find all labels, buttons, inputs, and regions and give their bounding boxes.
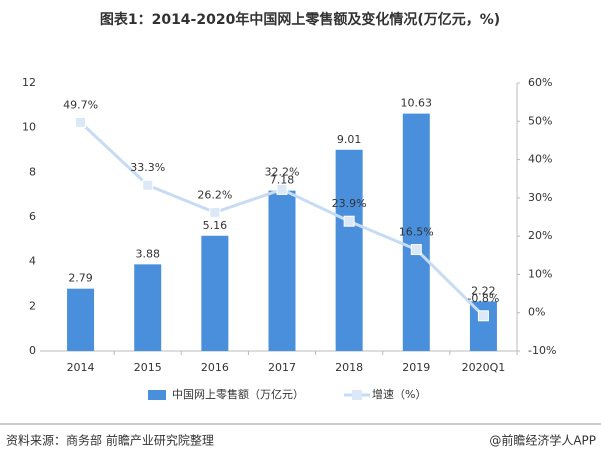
y2-tick-label: 10% [528, 267, 552, 280]
line-value-label: -0.8% [467, 292, 499, 305]
brand: @前瞻经济学人APP [489, 433, 596, 448]
y2-tick-label: 60% [528, 76, 552, 89]
y-tick-label: 10 [22, 121, 36, 134]
x-tick-label: 2014 [67, 361, 95, 374]
x-tick-label: 2017 [268, 361, 296, 374]
y2-tick-label: 40% [528, 153, 552, 166]
y2-tick-label: 0% [528, 306, 545, 319]
bar-value-label: 2.22 [471, 284, 496, 297]
x-tick-label: 2018 [335, 361, 363, 374]
line-value-label: 23.9% [332, 197, 367, 210]
bar [201, 235, 229, 351]
y-tick-label: 12 [22, 76, 36, 89]
bar-value-label: 9.01 [337, 133, 362, 146]
y-tick-label: 8 [29, 165, 36, 178]
bar-value-label: 7.18 [270, 174, 295, 187]
legend-swatch [352, 390, 362, 400]
x-tick-label: 2019 [402, 361, 430, 374]
bar-value-label: 5.16 [203, 219, 228, 232]
y2-tick-label: -10% [528, 344, 556, 357]
line-marker [477, 310, 489, 322]
legend-label: 增速（%） [372, 387, 426, 401]
x-tick-label: 2016 [201, 361, 229, 374]
y-tick-label: 6 [29, 210, 36, 223]
line-value-label: 33.3% [130, 161, 165, 174]
bar [335, 149, 363, 351]
line-marker [75, 116, 87, 128]
bar-value-label: 3.88 [135, 247, 160, 260]
bar [469, 301, 497, 351]
bar [67, 288, 95, 351]
y-tick-label: 2 [29, 299, 36, 312]
legend-label: 中国网上零售额（万亿元） [172, 387, 304, 401]
line-value-label: 49.7% [63, 98, 98, 111]
bar-value-label: 10.63 [401, 97, 433, 110]
line-marker [142, 179, 154, 191]
chart-title: 图表1：2014-2020年中国网上零售额及变化情况(万亿元，%) [100, 11, 500, 28]
x-tick-label: 2020Q1 [462, 361, 506, 374]
bar-value-label: 2.79 [68, 272, 93, 285]
bar [402, 113, 430, 351]
line-marker [209, 206, 221, 218]
line-value-label: 26.2% [197, 188, 232, 201]
line-value-label: 16.5% [399, 226, 434, 239]
line-marker [276, 183, 288, 195]
bar [268, 190, 296, 351]
source: 资料来源：商务部 前瞻产业研究院整理 [6, 433, 214, 448]
legend-swatch [148, 390, 166, 400]
y-tick-label: 4 [29, 255, 36, 268]
line-marker [343, 215, 355, 227]
bar [134, 264, 162, 351]
line-value-label: 32.2% [265, 165, 300, 178]
x-tick-label: 2015 [134, 361, 162, 374]
y2-tick-label: 50% [528, 114, 552, 127]
y-tick-label: 0 [29, 344, 36, 357]
y2-tick-label: 20% [528, 229, 552, 242]
line-marker [410, 244, 422, 256]
y2-tick-label: 30% [528, 191, 552, 204]
